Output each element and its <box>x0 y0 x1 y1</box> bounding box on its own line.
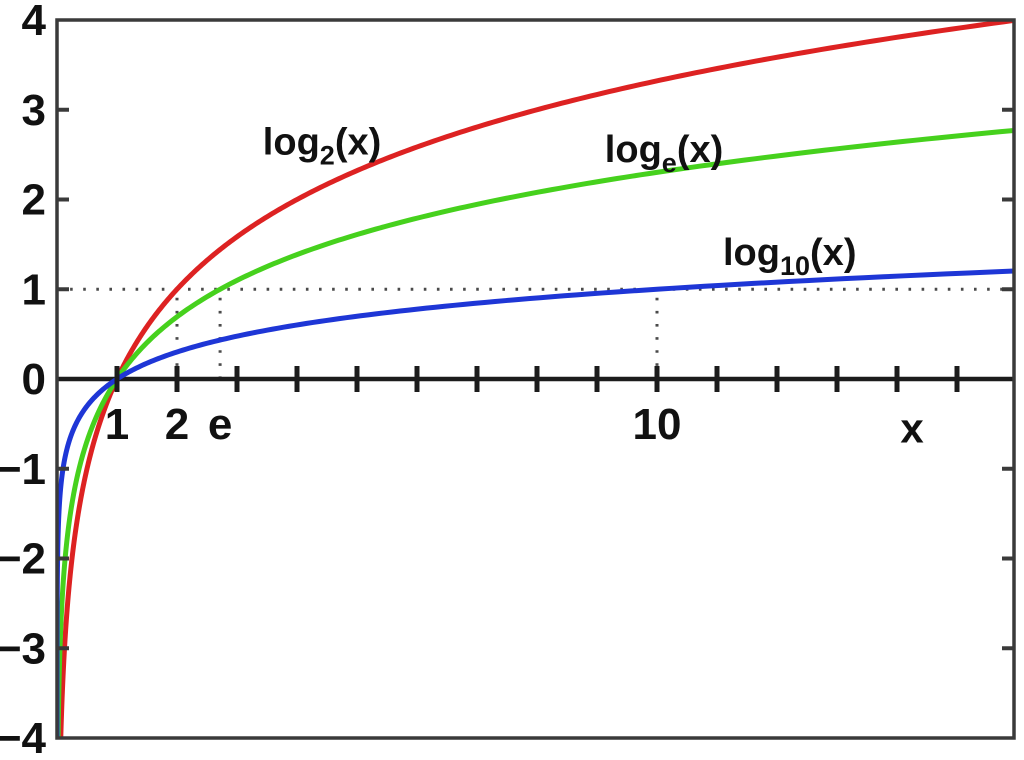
y-tick-label-1: 1 <box>22 265 46 314</box>
y-tick-label--4: −4 <box>0 714 47 760</box>
x-tick-label-10: 10 <box>633 400 682 449</box>
x-tick-label-e: e <box>208 400 232 449</box>
y-tick-label--3: −3 <box>0 624 46 673</box>
y-tick-label-4: 4 <box>22 0 47 45</box>
x-axis-label: x <box>900 405 924 452</box>
y-tick-label--1: −1 <box>0 445 46 494</box>
curve-label-log10x: log10(x) <box>723 232 856 281</box>
x-tick-label-1: 1 <box>105 400 129 449</box>
y-tick-label-2: 2 <box>22 176 46 225</box>
y-tick-label--2: −2 <box>0 535 46 584</box>
curve-log10x <box>57 268 1014 738</box>
plot-border <box>55 18 1016 740</box>
tick-marks <box>57 107 1014 651</box>
curve-label-log2x: log2(x) <box>263 122 381 171</box>
y-tick-label-3: 3 <box>22 86 46 135</box>
x-tick-label-2: 2 <box>165 400 189 449</box>
curve-label-logex: loge(x) <box>605 129 723 178</box>
curve-logex <box>57 127 1014 738</box>
plot-box <box>55 18 1016 740</box>
y-tick-label-0: 0 <box>22 355 46 404</box>
